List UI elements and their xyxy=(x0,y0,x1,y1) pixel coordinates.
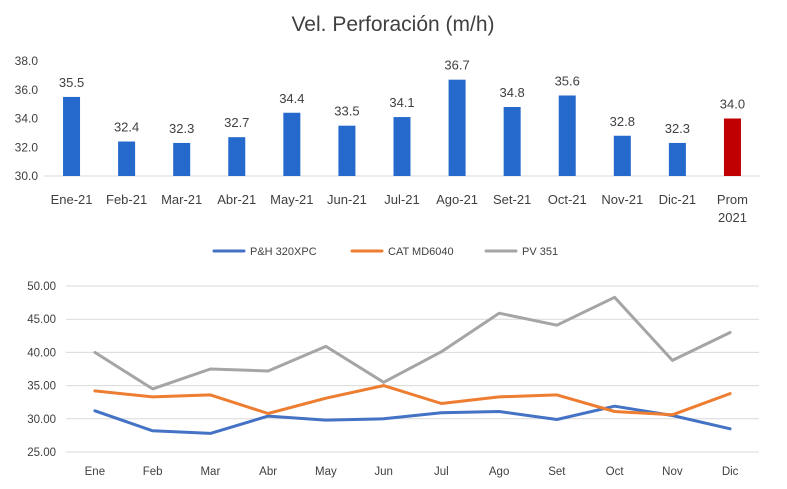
bar-data-label: 32.3 xyxy=(665,121,690,136)
bar-x-tick-label: Jun-21 xyxy=(327,192,367,207)
line-y-tick-label: 30.00 xyxy=(27,414,56,426)
bar-data-label: 33.5 xyxy=(334,104,359,119)
bar-9 xyxy=(503,107,521,176)
bar-y-tick-label: 32.0 xyxy=(15,140,39,154)
line-x-tick-label: Jun xyxy=(374,466,393,478)
bar-4 xyxy=(228,137,246,176)
bar-data-label: 32.7 xyxy=(224,115,249,130)
line-series-group xyxy=(93,295,732,435)
line-y-tick-label: 35.00 xyxy=(27,381,56,393)
legend-label: CAT MD6040 xyxy=(388,246,454,258)
bar-3 xyxy=(173,142,191,176)
line-chart-legend: P&H 320XPC CAT MD6040 PV 351 xyxy=(212,246,558,258)
legend-label: PV 351 xyxy=(522,246,558,258)
bar-11 xyxy=(613,135,631,176)
bar-y-tick-label: 38.0 xyxy=(15,54,39,68)
bar-x-tick-label: Nov-21 xyxy=(601,192,643,207)
line-x-tick-label: Nov xyxy=(662,466,683,478)
bar-x-tick-label: Ene-21 xyxy=(51,192,93,207)
bar-y-tick-label: 30.0 xyxy=(15,169,39,183)
bar-data-label: 34.1 xyxy=(389,95,414,110)
bar-x-tick-label: Prom 2021 xyxy=(717,192,748,225)
bar-chart-title: Vel. Perforación (m/h) xyxy=(291,13,494,36)
bar-x-tick-label: May-21 xyxy=(270,192,313,207)
bar-chart-y-axis: 30.0 32.0 34.0 36.0 38.0 xyxy=(15,54,39,183)
bar-x-tick-label: Set-21 xyxy=(493,192,531,207)
bar-data-label: 36.7 xyxy=(444,58,469,73)
line-x-tick-label: Abr xyxy=(259,466,277,478)
line-x-tick-label: Oct xyxy=(606,466,625,478)
line-x-tick-label: Set xyxy=(548,466,566,478)
bar-chart-x-axis: Ene-21 Feb-21 Mar-21 Abr-21 May-21 Jun-21 Jul-… xyxy=(51,192,748,225)
bar-x-tick-label: Abr-21 xyxy=(217,192,256,207)
bar-data-label: 34.8 xyxy=(499,85,524,100)
line-chart-x-axis: Ene Feb Mar Abr May Jun Jul Ago Set Oct Nov Dic xyxy=(85,466,739,478)
line-x-tick-label: May xyxy=(315,466,337,478)
line-x-tick-label: Jul xyxy=(434,466,449,478)
bar-data-label: 34.0 xyxy=(720,97,745,112)
bar-8 xyxy=(448,79,466,176)
bar-x-tick-label: Mar-21 xyxy=(161,192,202,207)
line-y-tick-label: 40.00 xyxy=(27,347,56,359)
bar-data-label: 32.4 xyxy=(114,120,139,135)
bar-x-tick-label: Dic-21 xyxy=(659,192,697,207)
line-chart: P&H 320XPC CAT MD6040 PV 351 25.00 30.00 35.… xyxy=(27,246,759,478)
bar-5 xyxy=(283,112,301,176)
line-chart-y-axis: 25.00 30.00 35.00 40.00 45.00 50.00 xyxy=(27,281,56,459)
bar-data-label: 35.6 xyxy=(555,74,580,89)
bar-data-label: 34.4 xyxy=(279,91,304,106)
line-y-tick-label: 45.00 xyxy=(27,314,56,326)
line-y-tick-label: 25.00 xyxy=(27,447,56,459)
legend-label: P&H 320XPC xyxy=(250,246,317,258)
bar-x-tick-label: Ago-21 xyxy=(436,192,478,207)
bar-series xyxy=(63,79,741,176)
line-series-2 xyxy=(93,384,732,417)
bar-data-label: 32.8 xyxy=(610,114,635,129)
bar-y-tick-label: 34.0 xyxy=(15,112,39,126)
line-chart-gridlines xyxy=(66,285,759,453)
bar-7 xyxy=(393,117,411,176)
bar-chart: Vel. Perforación (m/h) 30.032.034.036.03… xyxy=(15,13,760,225)
bar-data-label: 32.3 xyxy=(169,121,194,136)
bar-y-tick-label: 36.0 xyxy=(15,83,39,97)
line-x-tick-label: Dic xyxy=(722,466,739,478)
bar-x-tick-label: Oct-21 xyxy=(548,192,587,207)
bar-6 xyxy=(338,125,356,176)
bar-12 xyxy=(668,142,686,176)
line-y-tick-label: 50.00 xyxy=(27,281,56,293)
bar-data-labels: 35.5 32.4 32.3 32.7 34.4 33.5 34.1 36.7 34.8 35.6… xyxy=(59,58,745,136)
line-x-tick-label: Ene xyxy=(85,466,105,478)
bar-1 xyxy=(63,96,81,176)
line-x-tick-label: Feb xyxy=(143,466,163,478)
bar-2 xyxy=(118,141,136,176)
bar-13 xyxy=(723,118,741,176)
bar-x-tick-label: Feb-21 xyxy=(106,192,147,207)
bar-10 xyxy=(558,95,576,176)
bar-data-label: 35.5 xyxy=(59,75,84,90)
line-x-tick-label: Ago xyxy=(489,466,509,478)
bar-x-tick-label: Jul-21 xyxy=(384,192,419,207)
line-series-3 xyxy=(93,295,732,391)
line-x-tick-label: Mar xyxy=(200,466,220,478)
line-series-1 xyxy=(93,404,732,435)
